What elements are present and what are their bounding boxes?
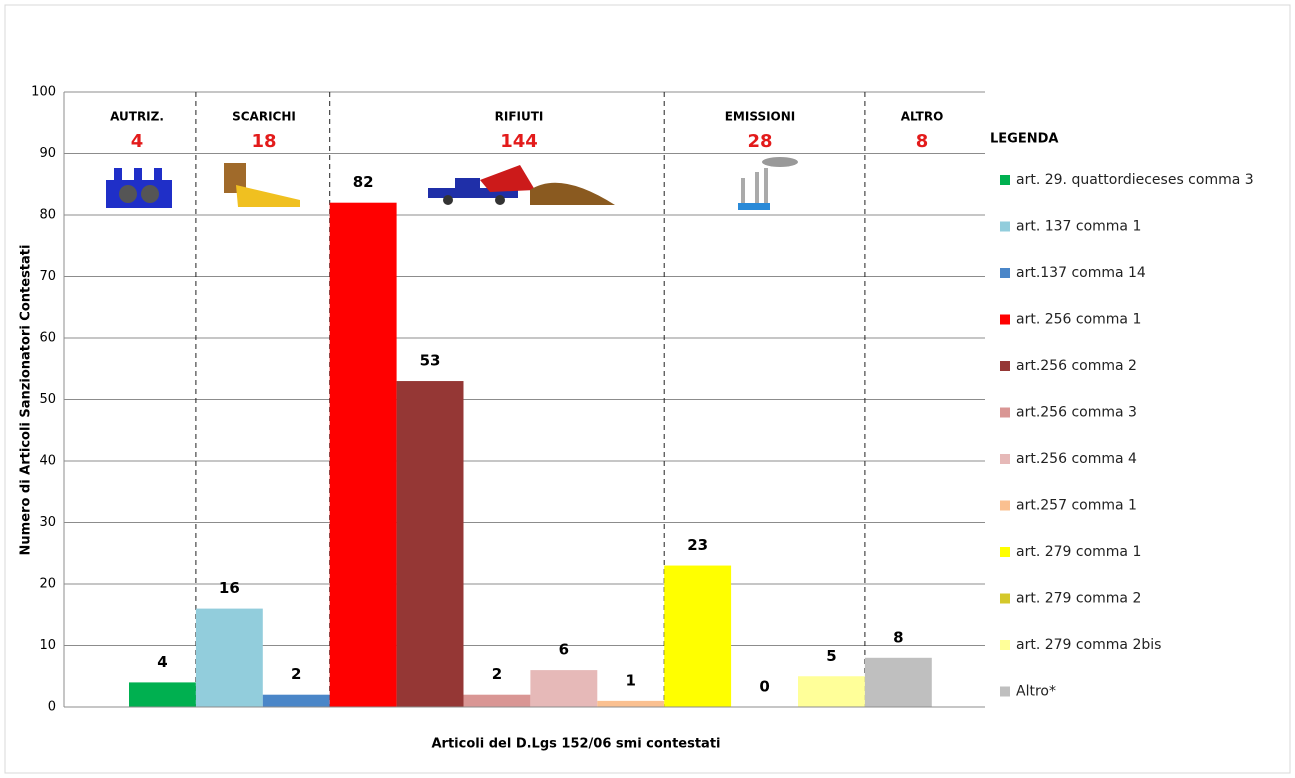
legend-label: art.256 comma 2 bbox=[1016, 358, 1137, 374]
data-label: 6 bbox=[559, 641, 569, 659]
group-total: 4 bbox=[131, 131, 144, 152]
data-label: 0 bbox=[759, 678, 769, 696]
y-tick-label: 70 bbox=[39, 269, 56, 284]
legend-swatch bbox=[1000, 686, 1010, 697]
legend-swatch bbox=[1000, 314, 1010, 325]
legend-label: art. 29. quattordieceses comma 3 bbox=[1016, 172, 1254, 188]
x-axis-label: Articoli del D.Lgs 152/06 smi contestati bbox=[432, 737, 721, 752]
bar bbox=[664, 565, 732, 707]
y-tick-label: 40 bbox=[39, 454, 56, 469]
y-axis-label: Numero di Articoli Sanzionatori Contesta… bbox=[19, 245, 34, 556]
bar bbox=[396, 381, 464, 707]
data-label: 4 bbox=[157, 653, 167, 671]
y-tick-label: 30 bbox=[39, 515, 56, 530]
group-label: AUTRIZ. bbox=[110, 110, 164, 124]
legend-label: art. 279 comma 1 bbox=[1016, 544, 1141, 560]
bar bbox=[129, 682, 196, 707]
data-label: 1 bbox=[626, 671, 636, 689]
legend-swatch bbox=[1000, 361, 1010, 371]
icon-discharge bbox=[224, 163, 300, 207]
data-label: 23 bbox=[687, 536, 708, 554]
legend-swatch bbox=[1000, 221, 1010, 232]
group-total: 28 bbox=[747, 131, 772, 152]
legend-label: art.256 comma 3 bbox=[1016, 405, 1137, 421]
data-label: 16 bbox=[219, 579, 240, 597]
legend-title: LEGENDA bbox=[990, 132, 1058, 147]
legend-label: Altro* bbox=[1016, 684, 1056, 700]
icon-factory bbox=[106, 168, 172, 208]
data-label: 2 bbox=[291, 665, 301, 683]
legend-label: art. 279 comma 2 bbox=[1016, 591, 1141, 607]
y-tick-label: 80 bbox=[39, 208, 56, 223]
y-tick-label: 0 bbox=[48, 700, 56, 715]
legend-swatch bbox=[1000, 547, 1010, 557]
data-label: 8 bbox=[893, 628, 903, 646]
legend-swatch bbox=[1000, 640, 1010, 650]
legend-swatch bbox=[1000, 407, 1010, 418]
data-label: 82 bbox=[353, 173, 374, 191]
y-tick-label: 10 bbox=[39, 638, 56, 653]
icon-chimneys bbox=[738, 157, 798, 210]
bar bbox=[798, 676, 865, 707]
bar bbox=[195, 608, 263, 707]
y-tick-label: 90 bbox=[39, 146, 56, 161]
bar bbox=[262, 694, 330, 707]
legend-label: art. 279 comma 2bis bbox=[1016, 637, 1161, 653]
legend-label: art.137 comma 14 bbox=[1016, 265, 1146, 281]
bar bbox=[864, 657, 932, 707]
y-tick-label: 100 bbox=[31, 85, 56, 100]
icon-truck bbox=[428, 165, 615, 205]
legend-swatch bbox=[1000, 593, 1010, 604]
legend-label: art. 256 comma 1 bbox=[1016, 312, 1141, 328]
legend-label: art.256 comma 4 bbox=[1016, 451, 1137, 467]
y-tick-label: 60 bbox=[39, 331, 56, 346]
group-label: EMISSIONI bbox=[725, 110, 796, 124]
y-tick-label: 50 bbox=[39, 392, 56, 407]
legend-swatch bbox=[1000, 175, 1010, 185]
bar bbox=[463, 694, 531, 707]
legend-label: art. 137 comma 1 bbox=[1016, 219, 1141, 235]
data-label: 5 bbox=[826, 647, 836, 665]
group-total: 144 bbox=[500, 131, 538, 152]
bar bbox=[597, 700, 665, 707]
legend-label: art.257 comma 1 bbox=[1016, 498, 1137, 514]
legend-swatch bbox=[1000, 454, 1010, 464]
group-total: 8 bbox=[916, 131, 929, 152]
data-label: 2 bbox=[492, 665, 502, 683]
bar bbox=[329, 202, 397, 707]
group-label: ALTRO bbox=[901, 110, 944, 124]
group-label: RIFIUTI bbox=[495, 110, 544, 124]
legend-swatch bbox=[1000, 268, 1010, 278]
data-label: 53 bbox=[420, 352, 441, 370]
group-label: SCARICHI bbox=[232, 110, 296, 124]
bar bbox=[530, 670, 598, 707]
group-total: 18 bbox=[251, 131, 276, 152]
legend-swatch bbox=[1000, 500, 1010, 511]
y-tick-label: 20 bbox=[39, 577, 56, 592]
